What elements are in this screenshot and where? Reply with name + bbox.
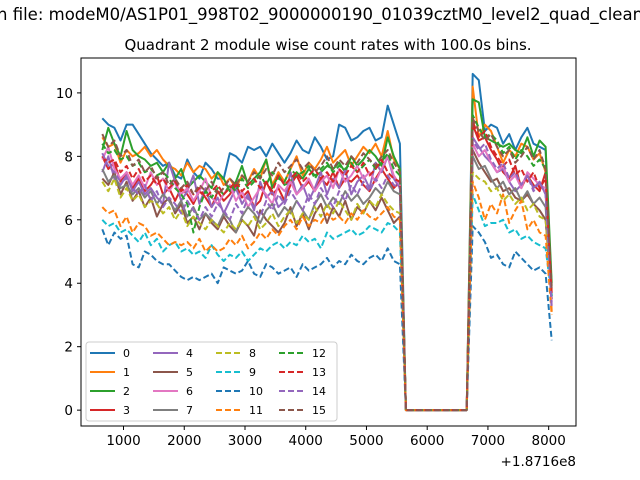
legend-label: 14 (312, 385, 326, 398)
y-tick-label: 6 (64, 213, 73, 229)
legend-label: 8 (249, 347, 256, 360)
y-tick-label: 10 (56, 86, 73, 102)
series-line-7 (101, 155, 553, 412)
series-line-9 (101, 193, 553, 412)
legend-label: 7 (186, 404, 193, 417)
x-tick-label: 4000 (289, 433, 323, 449)
chart-title: Quadrant 2 module wise count rates with … (124, 36, 531, 54)
x-tick-label: 8000 (531, 433, 565, 449)
y-axis: 0 2 4 6 8 10 (56, 86, 81, 419)
series-line-2 (101, 98, 553, 412)
series-line-14 (101, 139, 553, 412)
series-line-8 (101, 171, 553, 412)
y-tick-label: 2 (64, 340, 73, 356)
legend-label: 0 (123, 347, 130, 360)
x-tick-label: 3000 (228, 433, 262, 449)
x-tick-label: 1000 (106, 433, 140, 449)
series-line-1 (101, 85, 553, 412)
y-tick-label: 8 (64, 149, 73, 165)
x-tick-label: 6000 (410, 433, 444, 449)
x-offset-text: +1.8716e8 (501, 454, 576, 470)
series-line-12 (101, 114, 553, 412)
legend-label: 9 (249, 366, 256, 379)
legend-label: 3 (123, 404, 130, 417)
legend-label: 12 (312, 347, 326, 360)
legend-label: 10 (249, 385, 263, 398)
figure-suptitle: n file: modeM0/AS1P01_998T02_9000000190_… (0, 5, 640, 24)
legend-label: 1 (123, 366, 130, 379)
axes-frame (80, 57, 577, 427)
series-line-15 (101, 117, 553, 412)
series-line-13 (101, 120, 553, 412)
legend-label: 6 (186, 385, 193, 398)
x-tick-label: 5000 (349, 433, 383, 449)
legend-label: 11 (249, 404, 263, 417)
legend-label: 13 (312, 366, 326, 379)
legend-label: 5 (186, 366, 193, 379)
legend-label: 4 (186, 347, 193, 360)
series-line-10 (101, 225, 553, 412)
series-lines (101, 72, 553, 412)
x-axis: 1000 2000 3000 4000 5000 6000 7000 8000 (106, 426, 566, 449)
x-tick-label: 2000 (167, 433, 201, 449)
series-line-11 (101, 180, 553, 412)
x-tick-label: 7000 (471, 433, 505, 449)
series-line-3 (101, 123, 553, 412)
legend-label: 2 (123, 385, 130, 398)
y-tick-label: 4 (64, 276, 73, 292)
series-line-5 (101, 149, 553, 412)
legend-box (85, 341, 338, 422)
legend-label: 15 (312, 404, 326, 417)
y-tick-label: 0 (64, 403, 73, 419)
